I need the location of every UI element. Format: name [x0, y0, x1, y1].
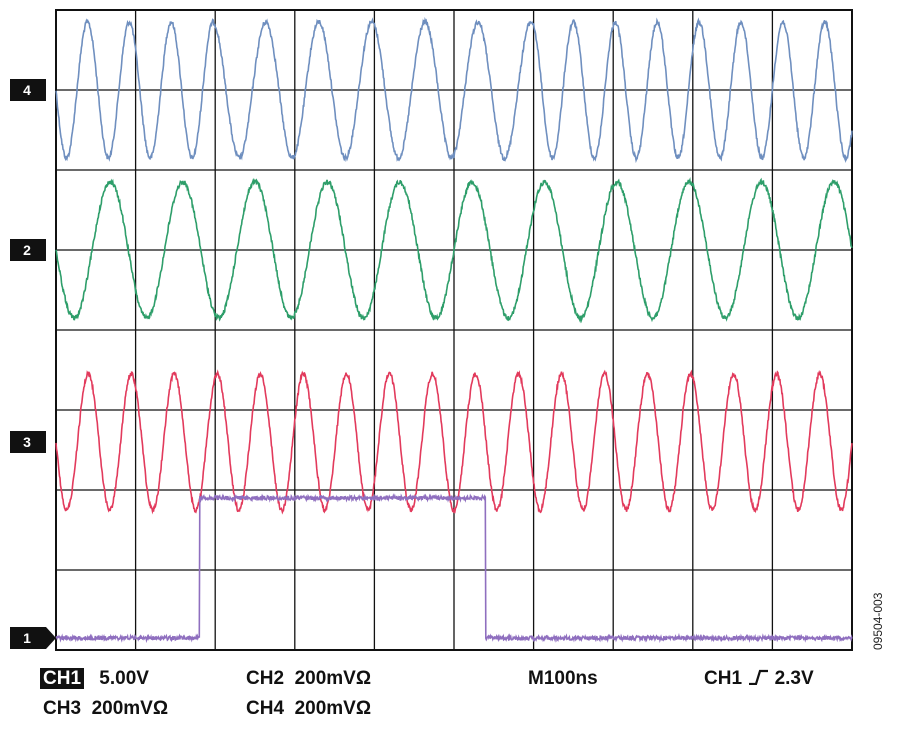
figure-id: 09504-003	[871, 592, 885, 650]
trace-ch4	[55, 16, 853, 164]
trigger-readout: CH1 2.3V	[704, 668, 814, 690]
trace-ch2	[55, 177, 853, 324]
ch1-readout: CH1 5.00V	[40, 668, 149, 690]
channel-markers: 4 2 3 1	[10, 79, 56, 649]
channel-marker-label: 4	[23, 82, 31, 98]
ch1-label: CH1	[40, 668, 85, 689]
channel-marker-1: 1	[10, 627, 56, 649]
channel-marker-label: 2	[23, 242, 31, 258]
trigger-level: 2.3V	[774, 668, 814, 689]
traces	[55, 16, 853, 644]
ch2-readout: CH2 200mVΩ	[246, 668, 372, 689]
channel-marker-2: 2	[10, 239, 46, 261]
trigger-source: CH1	[704, 668, 743, 689]
rising-edge-icon	[749, 669, 769, 685]
channel-marker-label: 3	[23, 434, 31, 450]
timebase-readout: M100ns	[528, 668, 598, 689]
trace-ch1	[55, 493, 853, 644]
channel-marker-4: 4	[10, 79, 46, 101]
trace-ch3	[55, 369, 853, 515]
ch4-readout: CH4 200mVΩ	[246, 698, 372, 719]
channel-marker-3: 3	[10, 431, 46, 453]
ch3-readout: CH3 200mVΩ	[43, 698, 169, 719]
channel-marker-label: 1	[23, 630, 31, 646]
ch1-scale: 5.00V	[99, 668, 149, 689]
graticule	[56, 10, 852, 650]
